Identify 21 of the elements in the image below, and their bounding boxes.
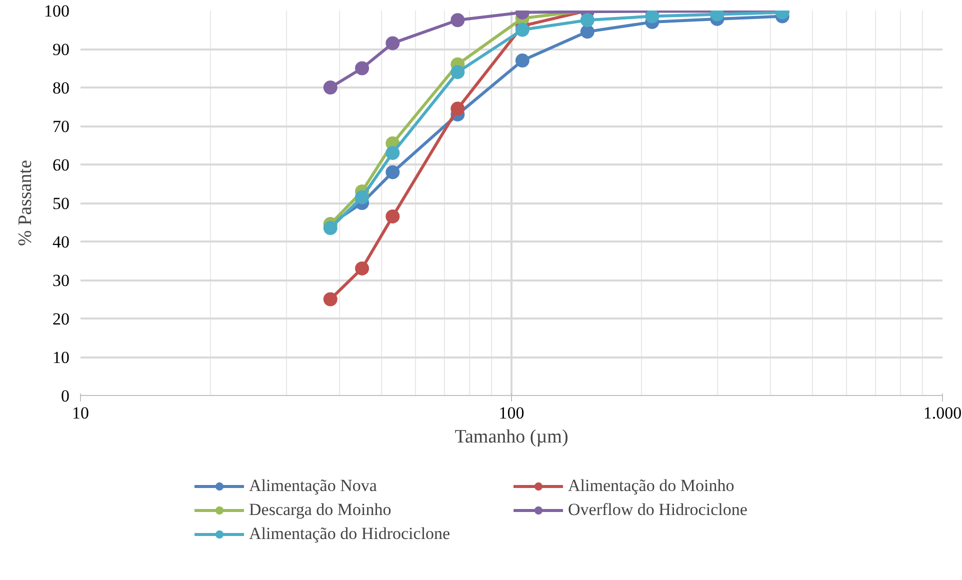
y-tick-label: 80 — [52, 78, 70, 98]
y-tick-label: 90 — [52, 40, 70, 59]
x-tick-label: 10 — [72, 404, 89, 422]
legend-label: Overflow do Hidrociclone — [568, 500, 748, 520]
y-tick-label: 40 — [52, 232, 70, 252]
x-tick-label: 100 — [498, 404, 524, 422]
x-tick-label: 1.000 — [923, 404, 962, 422]
x-axis-title: Tamanho (µm) — [454, 426, 568, 448]
y-tick-label: 20 — [52, 310, 70, 328]
legend-label: Alimentação do Hidrociclone — [249, 524, 452, 544]
legend-label: Alimentação Nova — [249, 476, 378, 496]
y-tick-label: 100 — [44, 2, 70, 20]
y-tick-label: 50 — [52, 194, 70, 213]
y-tick-label: 60 — [52, 156, 70, 174]
y-tick-label: 30 — [52, 271, 70, 290]
y-tick-label: 70 — [52, 117, 70, 136]
legend-label: Alimentação do Moinho — [568, 476, 736, 496]
y-tick-label: 0 — [61, 386, 70, 406]
legend-label: Descarga do Moinho — [249, 500, 392, 520]
y-axis-title: % Passante — [15, 160, 36, 246]
y-tick-label: 10 — [52, 348, 70, 367]
